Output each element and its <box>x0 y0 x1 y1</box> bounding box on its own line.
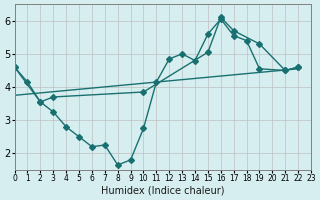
X-axis label: Humidex (Indice chaleur): Humidex (Indice chaleur) <box>101 186 225 196</box>
